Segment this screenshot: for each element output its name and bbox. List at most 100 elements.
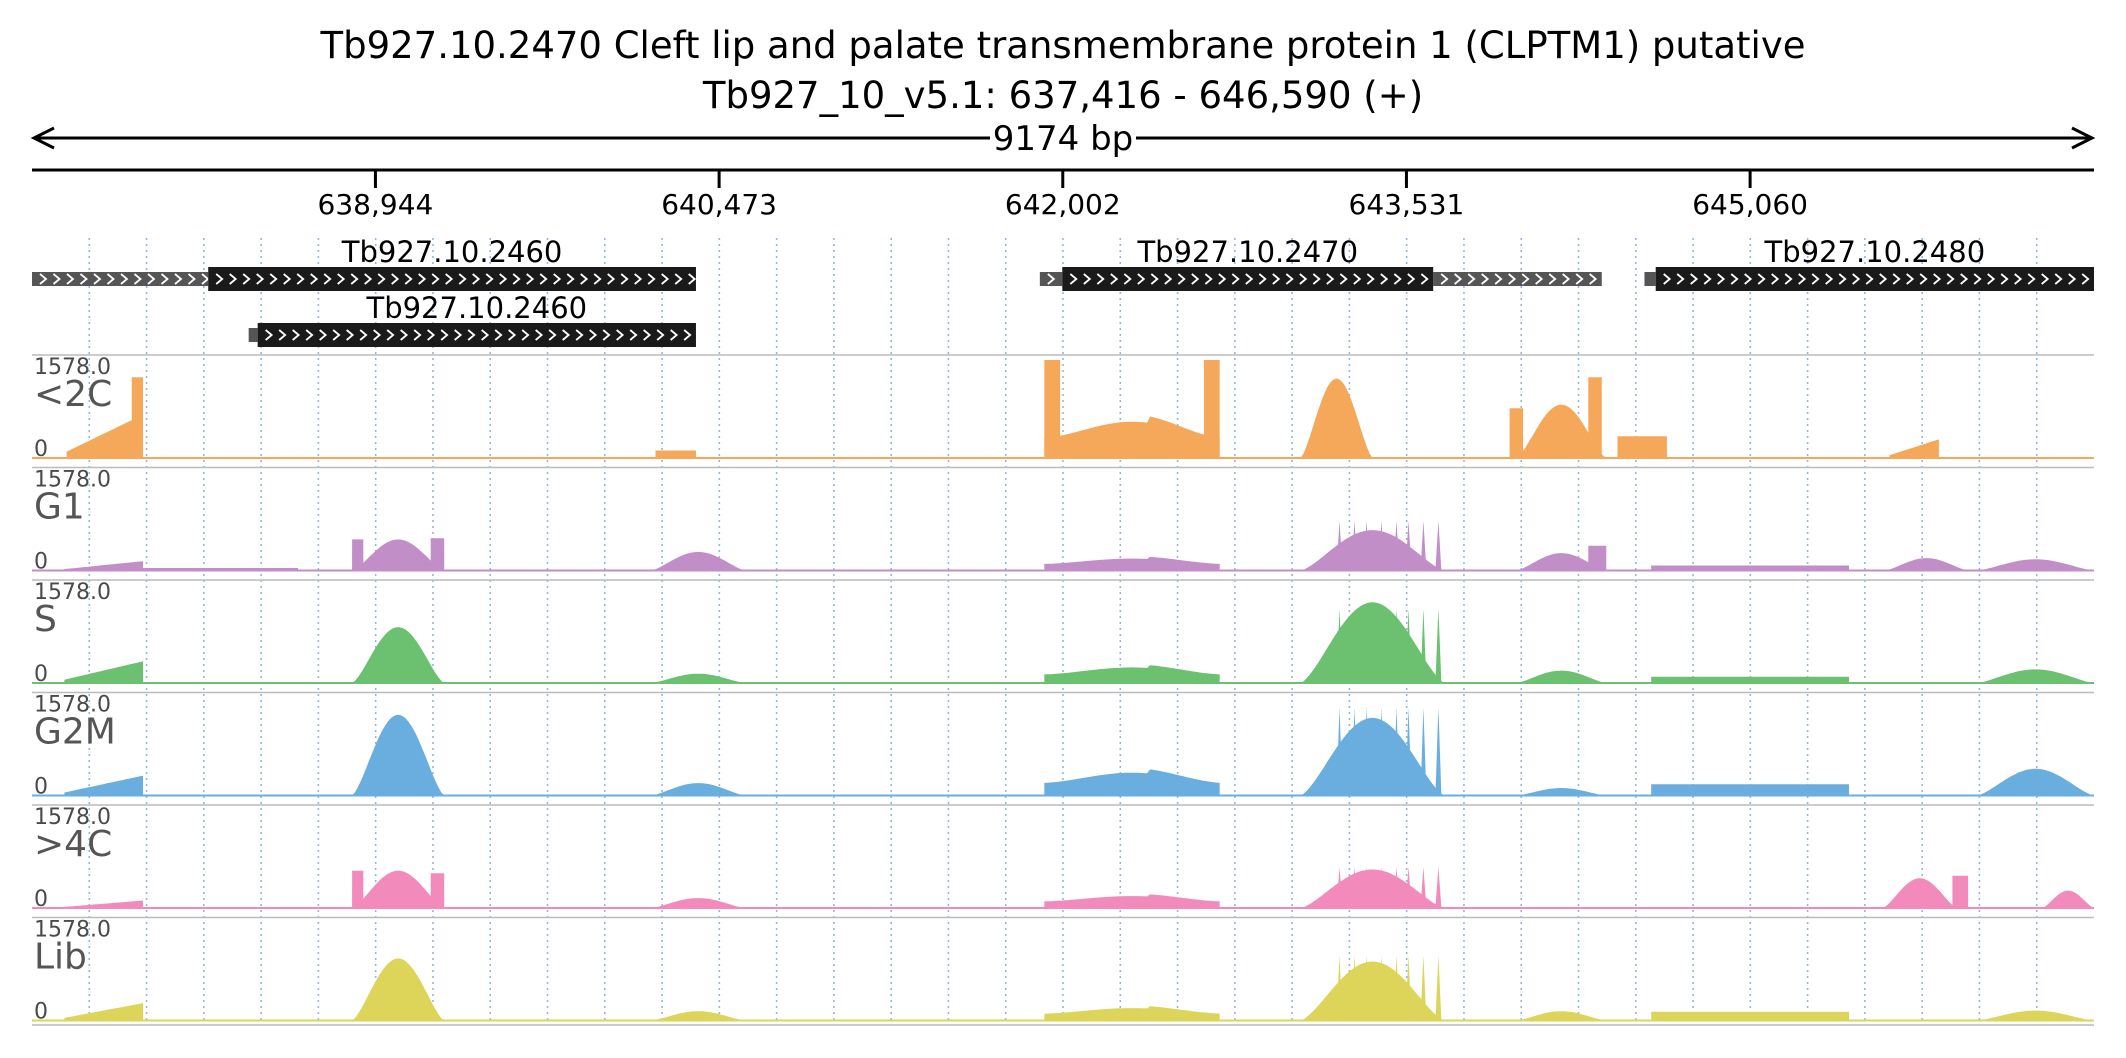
strand-chevron: [1703, 273, 1712, 285]
coverage-area: [1651, 676, 1850, 683]
track-name: S: [34, 599, 57, 640]
strand-chevron: [472, 273, 481, 285]
strand-chevron: [66, 273, 75, 285]
track-max-label: 1578.0: [34, 468, 111, 493]
strand-chevron: [337, 273, 346, 285]
strand-chevron: [580, 273, 589, 285]
coverage-area: [651, 1011, 746, 1021]
strand-chevron: [133, 273, 142, 285]
coverage-area: [1651, 1011, 1850, 1021]
strand-chevron: [562, 329, 571, 341]
strand-chevron: [440, 329, 449, 341]
strand-chevron: [359, 329, 368, 341]
strand-chevron: [458, 273, 467, 285]
gene-model: Tb927.10.2480: [1644, 235, 2094, 291]
strand-chevron: [346, 329, 355, 341]
gene-label: Tb927.10.2460: [365, 291, 587, 325]
gene-cds: [257, 323, 696, 347]
strand-chevron: [106, 273, 115, 285]
strand-chevron: [413, 329, 422, 341]
strand-chevron: [215, 273, 224, 285]
coverage-area: [64, 661, 144, 683]
coverage-area: [1516, 670, 1607, 683]
strand-chevron: [147, 273, 156, 285]
coverage-area: [651, 551, 746, 571]
strand-chevron: [1852, 273, 1861, 285]
strand-chevron: [1771, 273, 1780, 285]
strand-chevron: [674, 273, 683, 285]
strand-chevron: [2054, 273, 2063, 285]
strand-chevron: [1481, 273, 1490, 285]
strand-chevron: [1757, 273, 1766, 285]
strand-chevron: [535, 329, 544, 341]
strand-chevron: [445, 273, 454, 285]
strand-chevron: [1420, 273, 1429, 285]
coverage-area: [651, 783, 746, 796]
coverage-area: [64, 775, 144, 796]
strand-chevron: [508, 329, 517, 341]
strand-chevron: [1299, 273, 1308, 285]
strand-chevron: [1454, 273, 1463, 285]
strand-chevron: [1548, 273, 1557, 285]
gene-utr: [1039, 272, 1063, 286]
gene-label: Tb927.10.2470: [1136, 235, 1358, 269]
strand-chevron: [1407, 273, 1416, 285]
strand-chevron: [1879, 273, 1888, 285]
strand-chevron: [1663, 273, 1672, 285]
strand-chevron: [2014, 273, 2023, 285]
strand-chevron: [1312, 273, 1321, 285]
track-max-label: 1578.0: [34, 693, 111, 718]
strand-chevron: [1366, 273, 1375, 285]
strand-chevron: [1730, 273, 1739, 285]
strand-chevron: [1784, 273, 1793, 285]
strand-chevron: [242, 273, 251, 285]
strand-chevron: [1339, 273, 1348, 285]
strand-chevron: [418, 273, 427, 285]
strand-chevron: [2081, 273, 2090, 285]
gene-cds: [1655, 267, 2094, 291]
strand-chevron: [79, 273, 88, 285]
coverage-area: [651, 673, 746, 683]
strand-chevron: [120, 273, 129, 285]
gene-model: Tb927.10.2460: [32, 235, 697, 291]
track-max-label: 1578.0: [34, 805, 111, 830]
strand-chevron: [332, 329, 341, 341]
coverage-area: [1651, 784, 1850, 796]
strand-chevron: [1535, 273, 1544, 285]
strand-chevron: [467, 329, 476, 341]
coordinate-axis: 638,944 640,473 642,002 643,531 645,060: [32, 168, 2094, 221]
track-name: G2M: [34, 712, 116, 753]
gene-model: Tb927.10.2470: [1039, 235, 1602, 291]
coverage-area: [1617, 436, 1667, 458]
span-arrow-right: [2071, 126, 2096, 150]
gene-model: Tb927.10.2460: [248, 291, 696, 347]
strand-chevron: [404, 273, 413, 285]
coverage-area: [651, 898, 746, 908]
coverage-area: [352, 539, 364, 571]
strand-chevron: [1798, 273, 1807, 285]
track-name: <2C: [34, 374, 112, 415]
gene-track: Tb927.10.2460 Tb927.10.2470 Tb927.10.2480 T…: [32, 235, 2094, 347]
strand-chevron: [1865, 273, 1874, 285]
gene-label: Tb927.10.2480: [1764, 235, 1986, 269]
strand-chevron: [310, 273, 319, 285]
strand-chevron: [160, 273, 169, 285]
axis-tick-label: 645,060: [1692, 188, 1808, 221]
strand-chevron: [1973, 273, 1982, 285]
strand-chevron: [364, 273, 373, 285]
strand-chevron: [296, 273, 305, 285]
strand-chevron: [688, 273, 697, 285]
strand-chevron: [319, 329, 328, 341]
strand-chevron: [670, 329, 679, 341]
strand-chevron: [616, 329, 625, 341]
track-max-label: 1578.0: [34, 355, 111, 380]
strand-chevron: [481, 329, 490, 341]
coverage-track: 1578.0>4C 0: [32, 804, 2094, 912]
coverage-area: [64, 1003, 144, 1021]
strand-chevron: [427, 329, 436, 341]
strand-chevron: [350, 273, 359, 285]
coverage-tracks: 1578.0<2C01578.0G101578.0S01578.0G2M0157…: [32, 354, 2094, 1026]
strand-chevron: [1467, 273, 1476, 285]
